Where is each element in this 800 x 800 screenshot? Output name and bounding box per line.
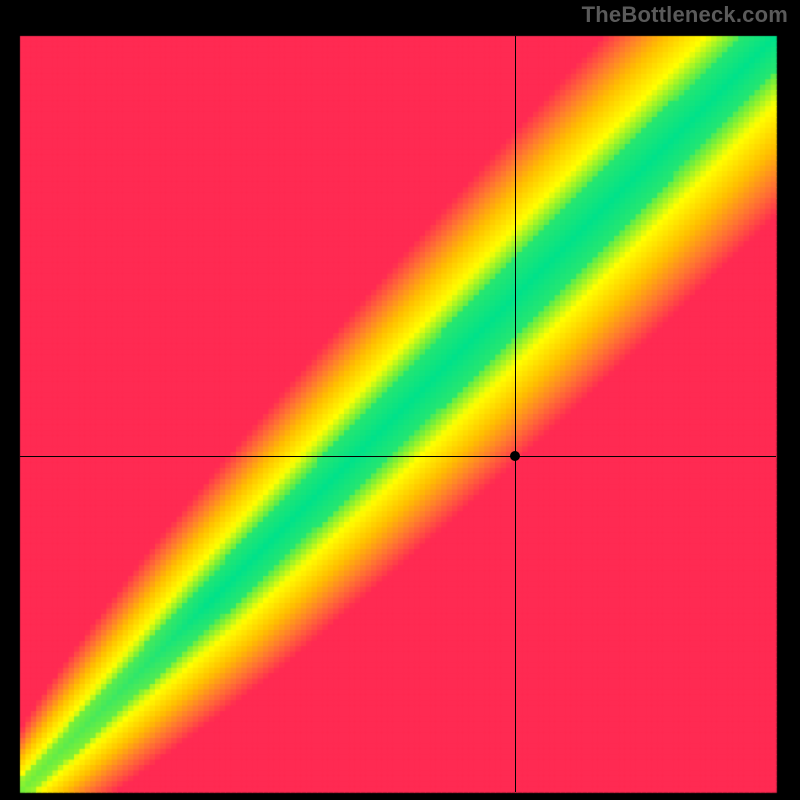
crosshair-vertical <box>515 36 516 792</box>
watermark-text: TheBottleneck.com <box>582 2 788 28</box>
heatmap-canvas <box>0 0 800 800</box>
crosshair-marker <box>510 451 520 461</box>
bottleneck-heatmap: TheBottleneck.com <box>0 0 800 800</box>
crosshair-horizontal <box>20 456 776 457</box>
